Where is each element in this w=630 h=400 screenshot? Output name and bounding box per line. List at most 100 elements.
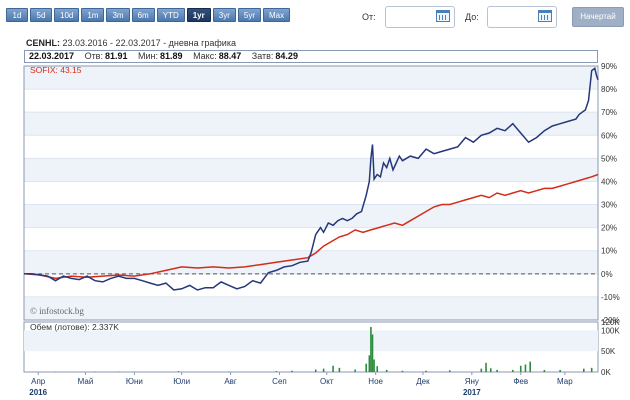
- y-tick-label: 80%: [601, 85, 617, 94]
- range-button-5yr[interactable]: 5yr: [237, 8, 261, 22]
- range-button-10d[interactable]: 10d: [54, 8, 80, 22]
- y-tick-label: 20%: [601, 224, 617, 233]
- x-tick-label: Фев: [513, 377, 528, 386]
- volume-bar: [314, 369, 317, 372]
- toolbar: 1d 5d 10d 1m 3m 6m YTD 1yr 3yr 5yr Max О…: [0, 0, 630, 34]
- draw-button[interactable]: Начертай: [572, 7, 624, 27]
- grid-band: [24, 227, 598, 251]
- price-chart[interactable]: SOFIX: 43.15 © infostock.bg 90% 80% 70% 60%…: [0, 63, 630, 400]
- volume-bar: [529, 361, 531, 372]
- quote-low-label: Мин:: [138, 51, 159, 61]
- chart-period: 23.03.2016 - 22.03.2017: [62, 38, 161, 48]
- volume-bar: [583, 368, 585, 372]
- volume-bar: [370, 327, 372, 372]
- volume-bar: [496, 369, 498, 372]
- quote-close: 84.29: [275, 51, 298, 61]
- range-button-1yr[interactable]: 1yr: [186, 8, 211, 22]
- range-button-max[interactable]: Max: [263, 8, 291, 22]
- grid-band: [24, 66, 598, 90]
- y-axis-labels: 90% 80% 70% 60% 50% 40% 30% 20% 10% 0% -10% -20%: [601, 63, 620, 325]
- quote-open: 81.91: [104, 51, 128, 61]
- x-axis-labels: Апр 2016 Май Юни Юли Авг Сеп Окт Ное Дек Яну 2017 Фе…: [29, 372, 573, 397]
- range-button-6m[interactable]: 6m: [131, 8, 155, 22]
- cenhl-series-line: [24, 67, 599, 291]
- y-tick-label: 30%: [601, 201, 617, 210]
- x-tick-label: Ное: [368, 377, 383, 386]
- volume-bar: [365, 363, 367, 372]
- quote-low: 81.89: [160, 51, 183, 61]
- volume-bar: [322, 368, 325, 372]
- volume-bar: [485, 362, 487, 372]
- range-button-5d[interactable]: 5d: [30, 8, 52, 22]
- volume-bar: [177, 371, 180, 372]
- volume-y-tick-label: 100K: [601, 326, 620, 335]
- quote-info-box: 22.03.2017 Отв: 81.91 Мин: 81.89 Макс: 88.4…: [24, 50, 598, 63]
- y-tick-label: 60%: [601, 131, 617, 140]
- grid-band: [24, 112, 598, 136]
- y-tick-label: 50%: [601, 154, 617, 163]
- quote-close-label: Затв:: [251, 51, 274, 61]
- volume-y-tick-label: 120K: [601, 318, 620, 327]
- range-button-1m[interactable]: 1m: [81, 8, 105, 22]
- x-tick-label: Сеп: [272, 377, 287, 386]
- volume-bar: [354, 369, 356, 372]
- volume-bar: [371, 334, 374, 372]
- volume-bars: [54, 327, 593, 372]
- volume-bar: [590, 367, 593, 372]
- calendar-icon[interactable]: [436, 10, 450, 22]
- x-tick-label: Яну: [465, 377, 479, 386]
- y-tick-label: -10%: [601, 293, 620, 302]
- to-label: До:: [465, 12, 479, 22]
- range-buttons: 1d 5d 10d 1m 3m 6m YTD 1yr 3yr 5yr Max: [6, 8, 291, 22]
- volume-grid-band: [24, 330, 598, 352]
- main-plot-frame: [23, 65, 599, 321]
- volume-y-tick-label: 50K: [601, 347, 616, 356]
- x-tick-label: Авг: [224, 377, 237, 386]
- volume-grid-bands: [24, 330, 598, 352]
- grid-band: [24, 250, 598, 274]
- chart-title: CENHL: 23.03.2016 - 22.03.2017 - дневна …: [26, 38, 236, 48]
- quote-high: 88.47: [218, 51, 242, 61]
- quote-date: 22.03.2017: [29, 51, 75, 61]
- x-tick-label: Юли: [173, 377, 190, 386]
- range-button-3m[interactable]: 3m: [106, 8, 130, 22]
- grid-bands: [24, 66, 598, 320]
- volume-bar: [519, 365, 522, 372]
- grid-band: [24, 296, 598, 320]
- grid-band: [24, 273, 598, 297]
- volume-bar: [385, 369, 388, 372]
- x-tick-label: Мар: [557, 377, 573, 386]
- x-tick-year-label: 2017: [463, 388, 481, 397]
- grid-band: [24, 204, 598, 228]
- y-tick-label: 70%: [601, 108, 617, 117]
- sofix-legend: SOFIX: 43.15: [30, 65, 82, 75]
- volume-bar: [524, 364, 527, 372]
- volume-bar: [489, 368, 492, 372]
- volume-bar: [291, 370, 293, 372]
- grid-band: [24, 89, 598, 113]
- volume-bar: [376, 366, 379, 372]
- volume-bar: [512, 369, 514, 372]
- x-tick-year-label: 2016: [29, 388, 47, 397]
- grid-band: [24, 181, 598, 205]
- volume-bar: [559, 369, 561, 372]
- sofix-series-line: [23, 173, 599, 280]
- grid-band: [24, 158, 598, 182]
- volume-bar: [332, 365, 334, 372]
- volume-bar: [338, 367, 341, 372]
- calendar-icon[interactable]: [538, 10, 552, 22]
- quote-open-label: Отв:: [84, 51, 103, 61]
- volume-bar: [401, 370, 404, 372]
- volume-label: Обем (лотове): 2.337K: [30, 322, 119, 332]
- volume-bar: [543, 369, 546, 372]
- volume-bar: [368, 355, 371, 372]
- quote-high-label: Макс:: [193, 51, 217, 61]
- range-button-ytd[interactable]: YTD: [156, 8, 185, 22]
- y-tick-label: 90%: [601, 63, 617, 71]
- watermark: © infostock.bg: [30, 306, 84, 316]
- range-button-3yr[interactable]: 3yr: [212, 8, 236, 22]
- grid-band: [24, 135, 598, 159]
- range-button-1d[interactable]: 1d: [6, 8, 28, 22]
- from-label: От:: [362, 12, 376, 22]
